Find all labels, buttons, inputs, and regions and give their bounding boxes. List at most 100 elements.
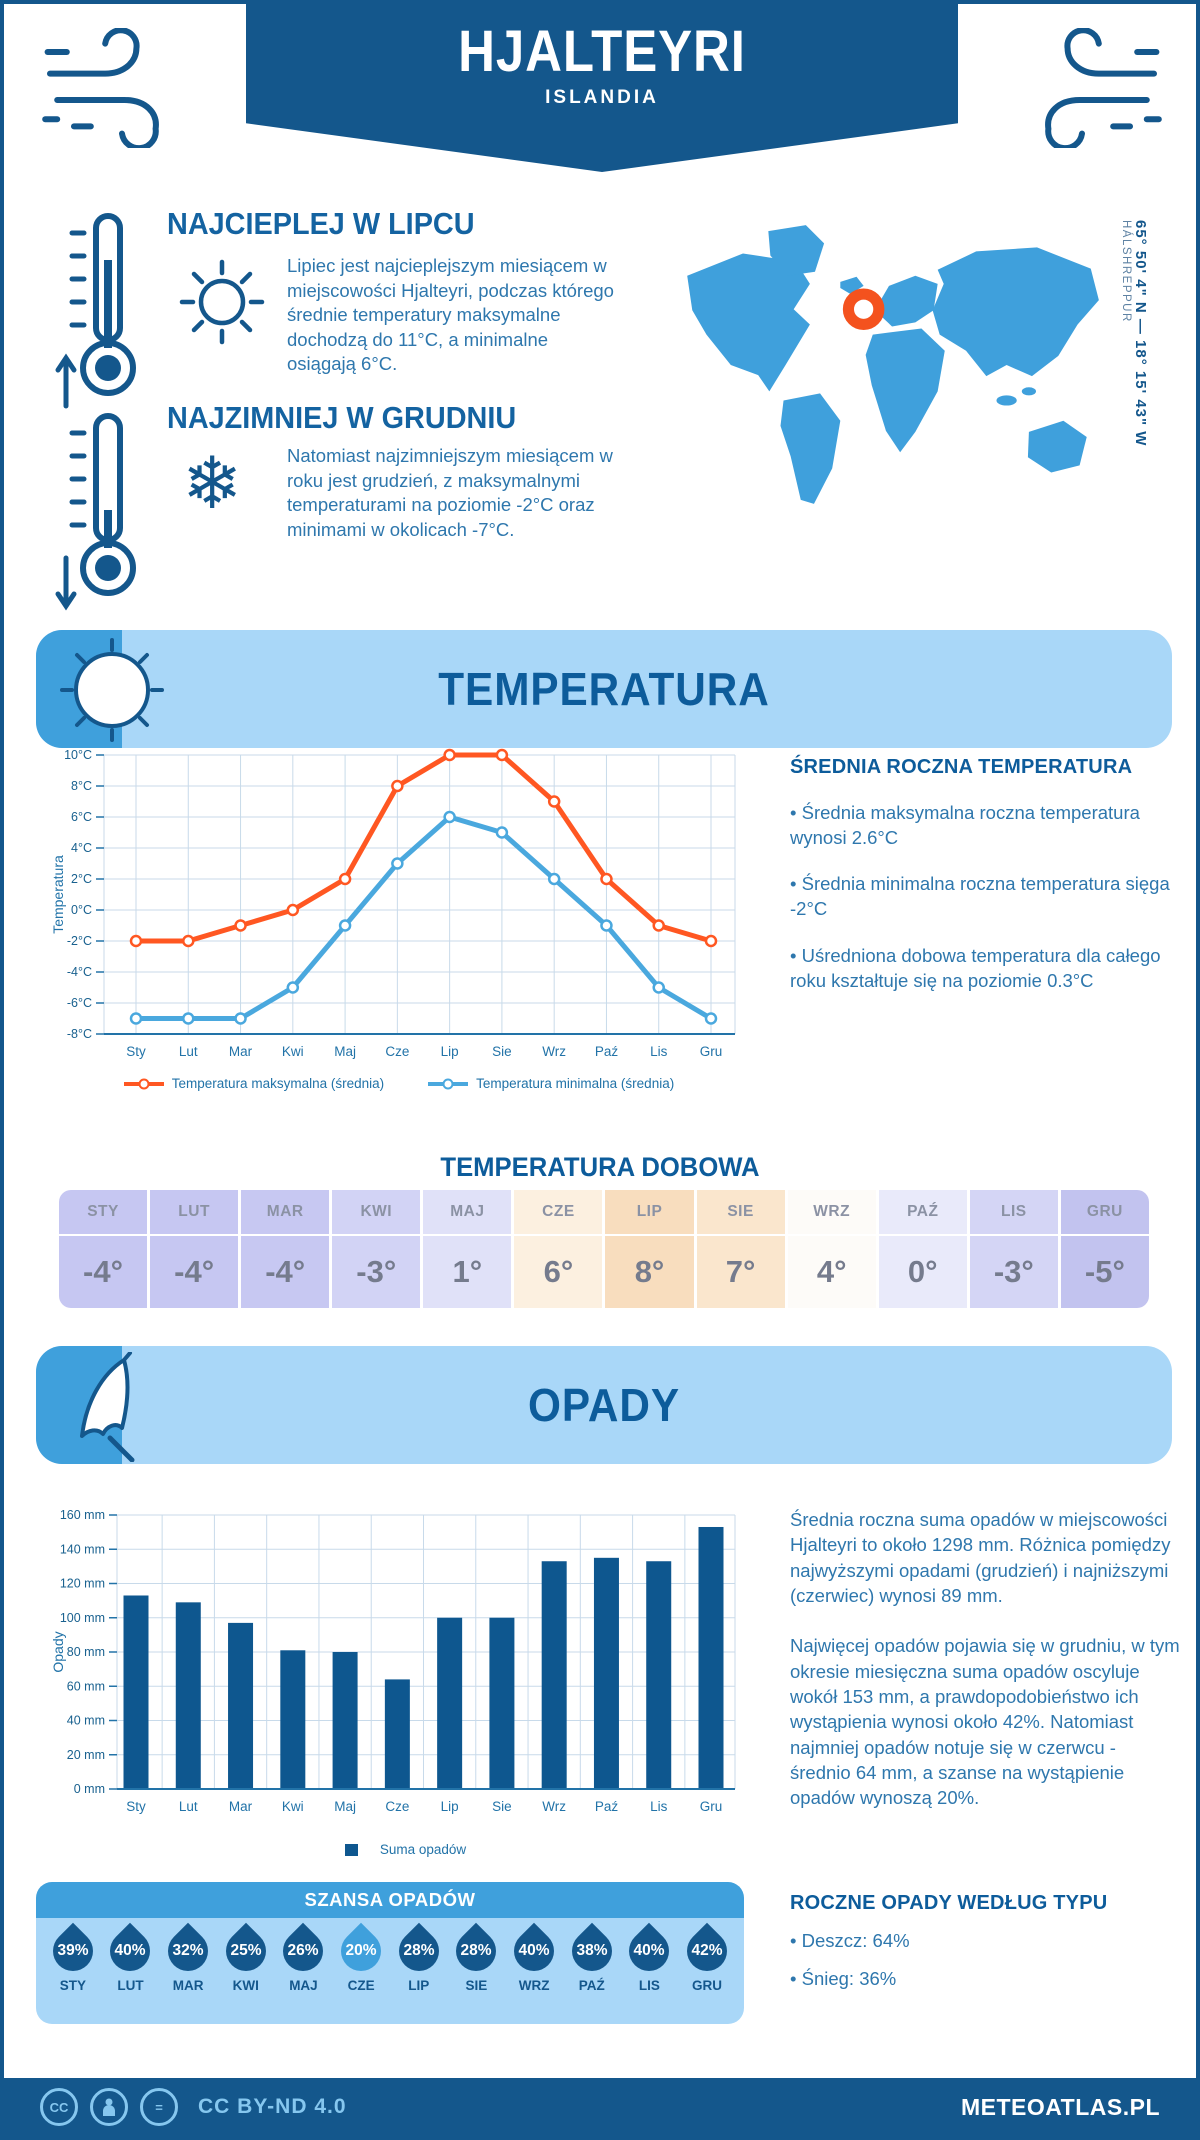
daily-temp-month: LIS [969, 1190, 1058, 1234]
daily-temp-column: STY -4° [59, 1190, 148, 1308]
daily-temp-column: MAJ 1° [423, 1190, 512, 1308]
svg-text:Opady: Opady [50, 1631, 66, 1672]
thermometer-high-icon [55, 213, 136, 409]
precipitation-chart-legend: Suma opadów [49, 1842, 749, 1857]
daily-temp-month: LIP [605, 1190, 694, 1234]
svg-text:Cze: Cze [385, 1799, 409, 1814]
precipitation-paragraph: Najwięcej opadów pojawia się w grudniu, … [790, 1635, 1180, 1809]
daily-temp-value: -4° [241, 1236, 330, 1308]
legend-item: Temperatura minimalna (średnia) [428, 1076, 674, 1091]
attribution-person-icon [90, 2088, 128, 2126]
chance-value: 28% [403, 1942, 435, 1959]
svg-text:Lut: Lut [179, 1044, 198, 1059]
chance-month: STY [59, 1978, 86, 1993]
svg-text:Kwi: Kwi [282, 1044, 304, 1059]
svg-text:-2°C: -2°C [67, 934, 92, 948]
daily-temp-column: KWI -3° [332, 1190, 421, 1308]
chance-month: KWI [232, 1978, 259, 1993]
precipitation-chance-panel: SZANSA OPADÓW 39% STY 40% LUT 32% MAR 25% KWI 26… [36, 1882, 744, 2024]
svg-text:Sty: Sty [126, 1799, 146, 1814]
license-row[interactable]: CC = CC BY-ND 4.0 [40, 2088, 347, 2126]
raindrop-icon: 39% [44, 1922, 102, 1980]
map-continents [687, 225, 1099, 504]
svg-text:-4°C: -4°C [67, 965, 92, 979]
thermometer-low-icon [55, 413, 136, 611]
svg-text:Paź: Paź [595, 1799, 619, 1814]
page-subtitle: ISLANDIA [545, 87, 659, 108]
chance-drop-cell: 38% PAŹ [563, 1918, 621, 2024]
chance-value: 32% [172, 1942, 204, 1959]
annual-temperature-heading: ŚREDNIA ROCZNA TEMPERATURA [790, 756, 1133, 778]
svg-text:-6°C: -6°C [67, 996, 92, 1010]
location-marker [842, 288, 885, 331]
raindrop-icon: 40% [505, 1922, 563, 1980]
daily-temp-column: PAŹ 0° [878, 1190, 967, 1308]
svg-text:160 mm: 160 mm [60, 1508, 105, 1522]
license-label: CC BY-ND 4.0 [198, 2095, 347, 2118]
coldest-heading: NAJZIMNIEJ W GRUDNIU [167, 400, 517, 435]
chance-drop-cell: 39% STY [44, 1918, 102, 2024]
footer: CC = CC BY-ND 4.0 METEOATLAS.PL [4, 2078, 1196, 2136]
svg-text:80 mm: 80 mm [67, 1645, 105, 1659]
precipitation-type-block: ROCZNE OPADY WEDŁUG TYPU • Deszcz: 64% •… [790, 1892, 1174, 1991]
svg-text:140 mm: 140 mm [60, 1542, 105, 1556]
svg-text:Mar: Mar [229, 1044, 253, 1059]
chance-month: WRZ [518, 1978, 550, 1993]
legend-swatch [428, 1078, 469, 1089]
svg-text:Lip: Lip [441, 1044, 459, 1059]
annual-bullet: • Uśredniona dobowa temperatura dla całe… [790, 944, 1161, 991]
raindrop-icon: 25% [217, 1922, 275, 1980]
cc-icon: CC [40, 2088, 78, 2126]
legend-label: Suma opadów [379, 1842, 467, 1857]
daily-temp-value: -5° [1060, 1236, 1149, 1308]
wind-icon [1034, 27, 1166, 153]
raindrop-icon: 42% [678, 1922, 736, 1980]
site-link[interactable]: METEOATLAS.PL [960, 2093, 1160, 2120]
chance-drop-cell: 40% LUT [102, 1918, 159, 2024]
daily-temp-value: 1° [423, 1236, 512, 1308]
daily-temp-month: MAR [241, 1190, 330, 1234]
svg-text:8°C: 8°C [71, 779, 92, 793]
raindrop-icon: 40% [102, 1922, 159, 1980]
svg-text:Lis: Lis [650, 1799, 668, 1814]
daily-temp-value: 8° [605, 1236, 694, 1308]
daily-temp-month: GRU [1060, 1190, 1149, 1234]
svg-text:Maj: Maj [334, 1044, 356, 1059]
svg-text:Temperatura: Temperatura [50, 855, 66, 934]
svg-text:2°C: 2°C [71, 872, 92, 886]
annual-temperature-block: ŚREDNIA ROCZNA TEMPERATURA • Średnia mak… [790, 756, 1174, 993]
legend-label: Temperatura maksymalna (średnia) [171, 1076, 385, 1091]
svg-text:Sty: Sty [126, 1044, 146, 1059]
svg-text:Lip: Lip [441, 1799, 459, 1814]
svg-text:Gru: Gru [700, 1799, 723, 1814]
raindrop-icon: 28% [390, 1922, 448, 1980]
chance-value: 26% [287, 1942, 319, 1959]
daily-temp-value: 6° [514, 1236, 603, 1308]
daily-temp-column: LUT -4° [150, 1190, 239, 1308]
svg-text:6°C: 6°C [71, 810, 92, 824]
svg-text:0 mm: 0 mm [74, 1782, 105, 1796]
daily-temp-month: WRZ [787, 1190, 876, 1234]
chance-value: 25% [230, 1942, 262, 1959]
svg-text:Sie: Sie [492, 1044, 512, 1059]
daily-temp-column: LIS -3° [969, 1190, 1058, 1308]
precipitation-type-bullet: • Śnieg: 36% [790, 1968, 897, 1990]
sun-icon [60, 638, 164, 742]
raindrop-icon: 32% [159, 1922, 217, 1980]
daily-temp-month: MAJ [423, 1190, 512, 1234]
daily-temperature-table: STY -4° LUT -4° MAR -4° KWI -3° MAJ 1° CZE 6° LIP 8° S… [59, 1190, 1149, 1308]
temperature-banner-title: TEMPERATURA [438, 663, 770, 715]
chance-month: LIS [638, 1978, 660, 1993]
svg-text:4°C: 4°C [71, 841, 92, 855]
temperature-banner: TEMPERATURA [36, 630, 1172, 748]
chance-drop-cell: 42% GRU [678, 1918, 736, 2024]
annual-bullet: • Średnia minimalna roczna temperatura s… [790, 873, 1170, 920]
svg-text:120 mm: 120 mm [60, 1577, 105, 1591]
coordinates-label: 65° 50' 4" N — 18° 15' 43" W [1132, 220, 1149, 447]
chance-value: 20% [345, 1942, 377, 1959]
chance-value: 39% [57, 1942, 89, 1959]
raindrop-icon: 40% [621, 1922, 678, 1980]
precipitation-text: Średnia roczna suma opadów w miejscowośc… [790, 1507, 1180, 1836]
svg-text:Cze: Cze [385, 1044, 409, 1059]
